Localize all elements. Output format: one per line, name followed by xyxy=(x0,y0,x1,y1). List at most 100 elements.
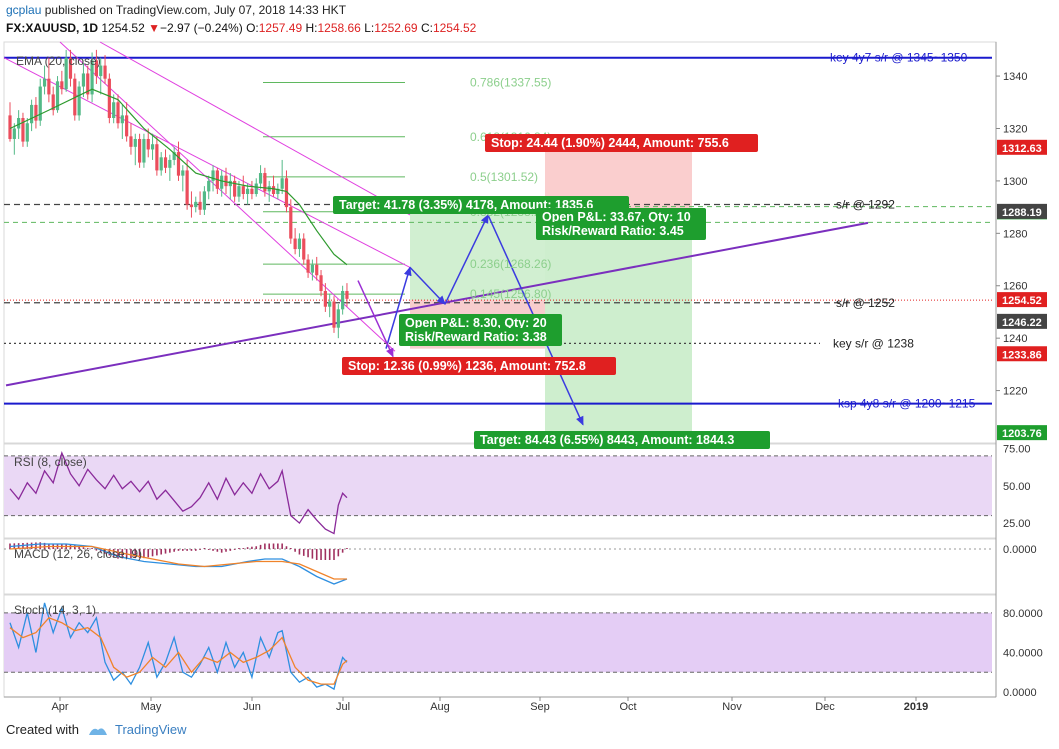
position-1-target-zone xyxy=(410,212,545,301)
time-tick-label: Apr xyxy=(51,701,68,713)
stoch-band xyxy=(4,612,992,673)
price-tag-bg xyxy=(997,425,1047,441)
position-1-stop-label-group: Stop: 12.36 (0.99%) 1236, Amount: 752.8 xyxy=(342,357,616,375)
candle-body xyxy=(25,123,29,142)
candle-body xyxy=(155,144,159,171)
candle-body xyxy=(176,152,181,176)
created-with-label: Created with xyxy=(6,722,79,737)
price-tick-label: 1300 xyxy=(1003,176,1027,188)
price-tag: 1233.86 xyxy=(1002,349,1042,361)
candle-body xyxy=(341,290,345,310)
position-1-target-label: Target: 41.78 (3.35%) 4178, Amount: 1835… xyxy=(339,198,593,212)
candle-body xyxy=(276,188,280,195)
candle-body xyxy=(47,78,51,95)
position-1-rr-label-bg xyxy=(399,328,562,346)
candle-body xyxy=(163,157,168,168)
candle-body xyxy=(159,157,163,171)
level-label: key 4y7 s/r @ 1345~1350 xyxy=(830,51,968,65)
rsi-line xyxy=(9,450,348,535)
candle-body xyxy=(86,73,90,95)
tradingview-logo-icon xyxy=(88,727,107,735)
stoch-k-line xyxy=(9,602,348,691)
candle-body xyxy=(12,128,16,139)
candle-body xyxy=(51,94,55,111)
position-2-target-label: Target: 84.43 (6.55%) 8443, Amount: 1844… xyxy=(480,433,734,447)
candle-body xyxy=(81,73,86,87)
time-tick-label: Oct xyxy=(619,701,636,713)
candle-body xyxy=(30,104,34,124)
candle-body xyxy=(21,118,25,142)
stoch-tick-label: 80.0000 xyxy=(1003,608,1043,620)
candle-body xyxy=(68,57,73,79)
candle-body xyxy=(233,180,237,197)
high-value: 1258.66 xyxy=(317,21,361,35)
candle-body xyxy=(315,264,319,276)
candle-body xyxy=(297,238,302,250)
price-tag: 1203.76 xyxy=(1002,428,1042,440)
channel-upper-line-2 xyxy=(99,41,411,216)
candle-body xyxy=(293,238,297,250)
tradingview-brand[interactable]: TradingView xyxy=(114,722,187,737)
position-1-pnl-label: Open P&L: 8.30, Qty: 20 xyxy=(405,316,547,330)
candle-body xyxy=(77,86,81,116)
candle-body xyxy=(306,259,310,273)
position-2-stop-label-group: Stop: 24.44 (1.90%) 2444, Amount: 755.6 xyxy=(485,134,758,152)
candle-body xyxy=(90,60,94,95)
position-2-target-label-bg xyxy=(474,431,770,449)
rsi-tick-label: 75.00 xyxy=(1003,443,1031,455)
candle-body xyxy=(34,104,38,121)
candle-body xyxy=(271,186,276,195)
position-2-target-zone xyxy=(545,211,692,434)
close-value: 1254.52 xyxy=(432,21,477,35)
candle-body xyxy=(228,180,232,187)
candle-body xyxy=(150,144,155,150)
candle-body xyxy=(168,159,172,168)
price-change: −2.97 (−0.24%) xyxy=(159,21,243,35)
ema-legend: EMA (20, close) xyxy=(16,54,101,68)
high-label: H: xyxy=(305,21,318,35)
position-2-pnl-label: Open P&L: 33.67, Qty: 10 xyxy=(542,210,691,224)
candle-body xyxy=(220,175,224,189)
publisher-name[interactable]: gcplau xyxy=(6,3,42,17)
candle-body xyxy=(319,275,323,291)
position-2-rr-label: Risk/Reward Ratio: 3.45 xyxy=(542,224,684,238)
time-tick-label: Dec xyxy=(815,701,835,713)
candle-body xyxy=(120,115,124,124)
publisher-line: gcplau published on TradingView.com, Jul… xyxy=(6,3,346,17)
candle-body xyxy=(107,78,111,119)
level-label: ksp 4y8 s/r @ 1200~1215 xyxy=(838,397,976,411)
macd-signal-line xyxy=(9,545,347,580)
candle-body xyxy=(99,65,103,77)
pane-frame-2 xyxy=(3,538,997,595)
candle-body xyxy=(60,81,64,90)
candle-body xyxy=(284,178,289,208)
candle-body xyxy=(125,115,129,137)
candle-body xyxy=(17,118,21,129)
candle-body xyxy=(8,115,12,139)
candle-body xyxy=(246,188,250,195)
position-2-pnl-label-bg xyxy=(536,208,706,226)
price-tag-bg xyxy=(997,292,1047,308)
stoch-legend: Stoch (14, 3, 1) xyxy=(14,603,96,617)
price-tag-bg xyxy=(997,139,1047,155)
projection-arrow-down xyxy=(357,280,394,358)
price-tick-label: 1340 xyxy=(1003,71,1027,83)
level-label: s/r @ 1292 xyxy=(836,197,895,211)
level-label: key s/r @ 1238 xyxy=(833,336,914,350)
candle-body xyxy=(302,238,306,260)
change-down-icon: ▼ xyxy=(148,21,160,35)
candle-body xyxy=(211,170,215,181)
open-label: O: xyxy=(246,21,259,35)
projection-arrow xyxy=(444,214,489,305)
rsi-band xyxy=(4,455,992,516)
price-tag-bg xyxy=(997,346,1047,362)
price-tag: 1246.22 xyxy=(1002,317,1042,329)
position-2-stop-label: Stop: 24.44 (1.90%) 2444, Amount: 755.6 xyxy=(491,136,729,150)
candle-body xyxy=(345,290,349,299)
position-2-rr-label-group: Risk/Reward Ratio: 3.45 xyxy=(536,222,706,240)
candle-body xyxy=(280,178,284,189)
fib-label: 0.786(1337.55) xyxy=(470,75,551,89)
projection-arrow xyxy=(385,266,412,349)
position-1-pnl-label-bg xyxy=(399,314,562,332)
